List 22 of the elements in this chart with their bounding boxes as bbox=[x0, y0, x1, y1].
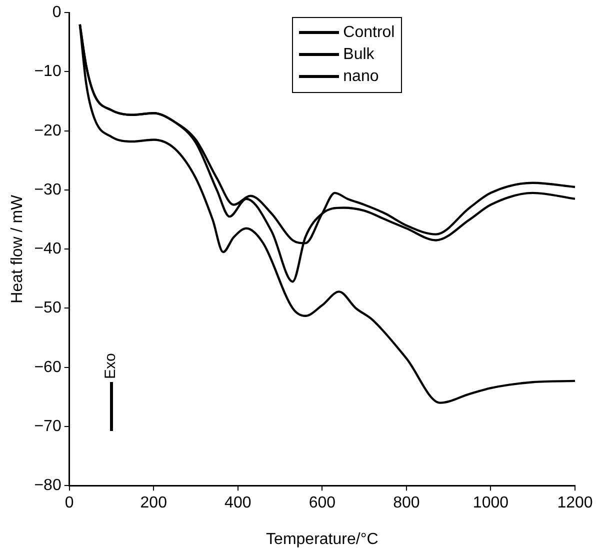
y-tick-label: −50 bbox=[34, 300, 62, 317]
legend-label: Control bbox=[343, 22, 395, 43]
legend-label: Bulk bbox=[343, 44, 374, 65]
x-tick-label: 1000 bbox=[472, 494, 509, 512]
legend-label: nano bbox=[343, 66, 379, 87]
y-tick-label: −40 bbox=[34, 240, 62, 258]
x-axis-title: Temperature/°C bbox=[266, 530, 378, 548]
y-tick-label: −70 bbox=[34, 418, 62, 435]
x-tick-label: 1200 bbox=[557, 494, 593, 512]
y-tick-label: 0 bbox=[52, 4, 62, 22]
y-axis-title: Heat flow / mW bbox=[9, 194, 26, 304]
x-tick-label: 600 bbox=[308, 494, 336, 512]
y-tick-label: −30 bbox=[34, 181, 62, 198]
x-tick-label: 400 bbox=[224, 494, 252, 512]
y-tick-label: −80 bbox=[34, 477, 62, 494]
y-tick-label: −60 bbox=[34, 358, 62, 376]
y-tick-label: −20 bbox=[34, 122, 62, 140]
x-tick-label: 200 bbox=[140, 494, 168, 512]
x-tick-label: 0 bbox=[64, 494, 74, 512]
y-tick-label: −10 bbox=[34, 63, 62, 80]
x-tick-label: 800 bbox=[393, 494, 420, 512]
annotation: Exo bbox=[102, 352, 120, 379]
